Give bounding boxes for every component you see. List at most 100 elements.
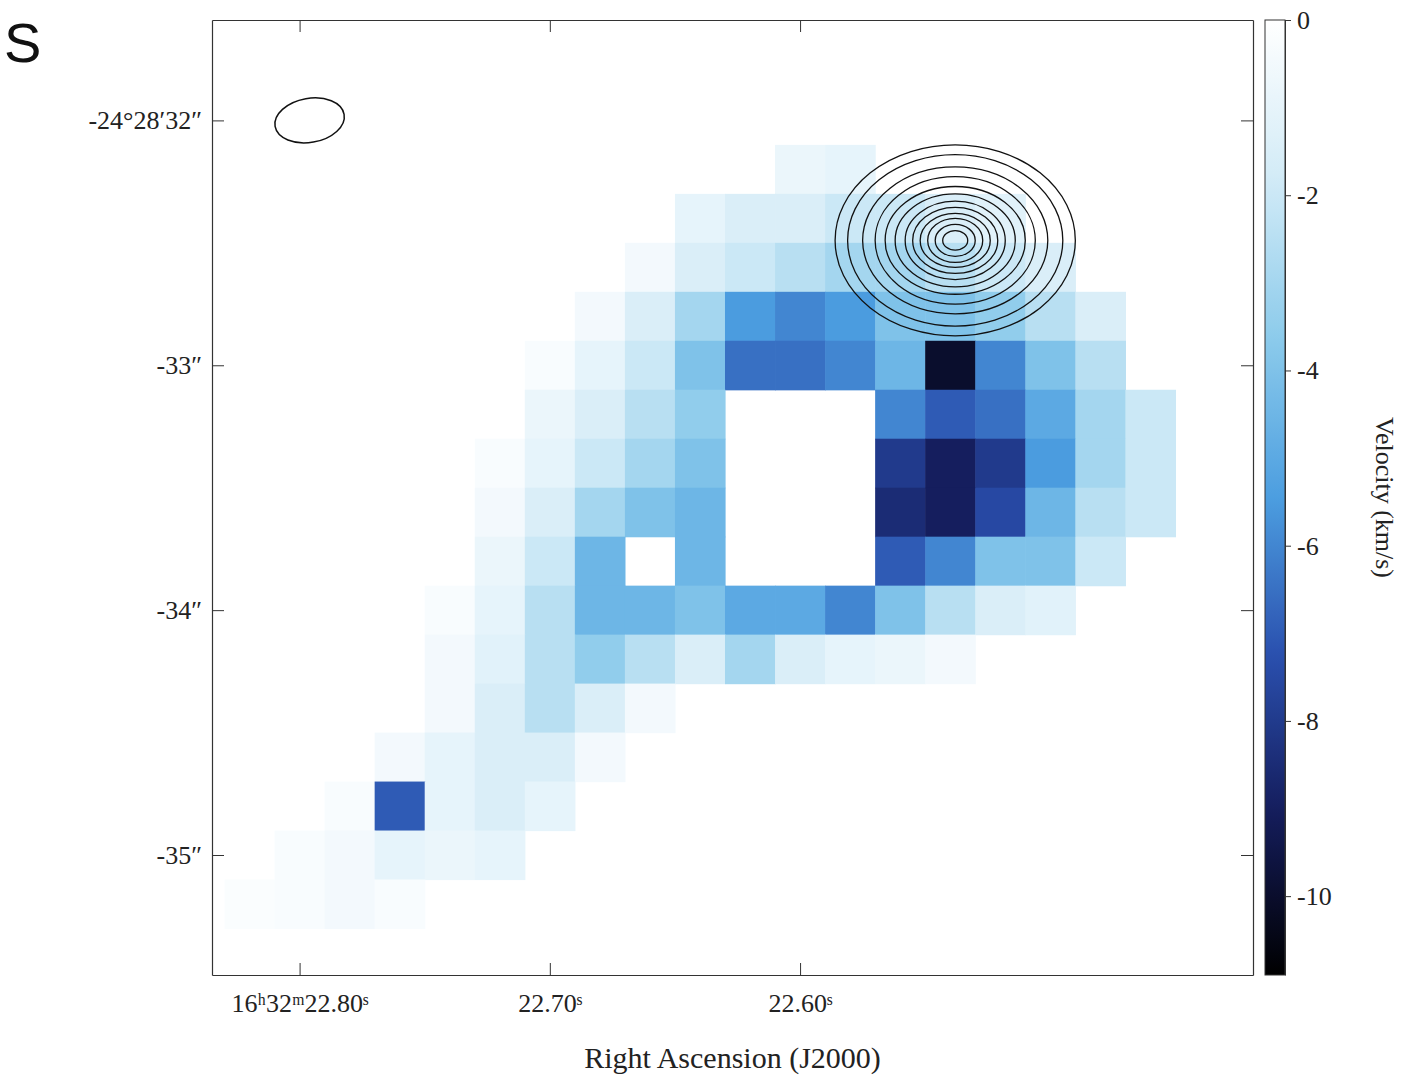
heat-cell xyxy=(525,390,576,440)
heat-cell xyxy=(875,488,926,538)
contour xyxy=(848,155,1063,326)
heat-cell xyxy=(1075,537,1126,587)
heat-cell xyxy=(925,537,976,587)
tick xyxy=(550,20,551,32)
heat-cell xyxy=(225,880,276,930)
heat-cell xyxy=(725,194,776,244)
heat-cell xyxy=(525,488,576,538)
heat-cell xyxy=(525,782,576,832)
heat-cell xyxy=(325,782,376,832)
heat-cell xyxy=(475,733,526,783)
heat-cell xyxy=(625,586,676,636)
axis-line xyxy=(1253,21,1254,976)
heat-cell xyxy=(625,488,676,538)
contour xyxy=(935,224,975,256)
title: S xyxy=(4,11,41,74)
heat-cell xyxy=(975,390,1026,440)
heat-cell xyxy=(1125,488,1176,538)
heat-cell xyxy=(875,439,926,489)
tick xyxy=(800,20,801,32)
tick-mark xyxy=(212,120,224,121)
heat-cell xyxy=(625,243,676,293)
heat-cell xyxy=(925,635,976,685)
heat-cell xyxy=(775,586,826,636)
tick: -8 xyxy=(1285,707,1319,736)
heat-cell xyxy=(525,684,576,734)
heat-cell xyxy=(425,684,476,734)
tick xyxy=(1241,365,1253,366)
heat-cell xyxy=(525,586,576,636)
heat-cell xyxy=(625,635,676,685)
contour xyxy=(895,194,1015,287)
heat-cell xyxy=(475,635,526,685)
tick-label: 16ʰ32ᵐ22.80ˢ xyxy=(232,989,370,1018)
tick: 22.70ˢ xyxy=(518,963,583,1018)
tick xyxy=(1241,855,1253,856)
heat-cell xyxy=(775,292,826,342)
contour xyxy=(920,213,990,267)
heat-cell xyxy=(875,635,926,685)
heat-cell xyxy=(925,488,976,538)
tick-mark xyxy=(212,610,224,611)
tick-mark xyxy=(1285,546,1291,547)
heat-cell xyxy=(925,341,976,391)
heat-cell xyxy=(825,586,876,636)
heat-cell xyxy=(575,439,626,489)
heat-cell xyxy=(475,537,526,587)
heat-cell xyxy=(425,831,476,881)
heat-cell xyxy=(1025,537,1076,587)
heat-cell xyxy=(675,586,726,636)
x-axis-top xyxy=(213,20,1254,32)
heat-cell xyxy=(575,292,626,342)
heat-cell xyxy=(1075,341,1126,391)
contour xyxy=(875,177,1035,304)
tick-mark xyxy=(550,963,551,975)
tick-mark xyxy=(1241,855,1253,856)
heat-cell xyxy=(725,635,776,685)
x-axis-title: Right Ascension (J2000) xyxy=(584,1041,881,1075)
heat-cell xyxy=(1025,243,1076,293)
heat-cell xyxy=(875,390,926,440)
tick-label: -24°28′32″ xyxy=(88,106,202,135)
heat-cell xyxy=(525,635,576,685)
tick-label: 22.70ˢ xyxy=(518,989,583,1018)
plot-area xyxy=(225,93,1177,929)
contour xyxy=(863,167,1048,314)
heat-cell xyxy=(375,831,426,881)
axis-line xyxy=(1285,21,1286,976)
tick-mark xyxy=(800,963,801,975)
contour xyxy=(943,231,968,251)
tick: -35″ xyxy=(157,841,225,870)
heat-cell xyxy=(675,537,726,587)
heat-cell xyxy=(425,635,476,685)
heat-cell xyxy=(1025,390,1076,440)
heat-cell xyxy=(625,390,676,440)
heat-cell xyxy=(425,782,476,832)
contour xyxy=(835,145,1075,336)
heat-cell xyxy=(1075,390,1126,440)
heat-cell xyxy=(775,635,826,685)
heat-cell xyxy=(625,439,676,489)
y-axis-right xyxy=(1241,21,1254,976)
beam xyxy=(271,93,348,149)
tick-mark xyxy=(1241,365,1253,366)
tick-mark xyxy=(1241,120,1253,121)
tick: -6 xyxy=(1285,532,1319,561)
tick-mark xyxy=(1285,195,1291,196)
heat-cell xyxy=(475,488,526,538)
heat-cell xyxy=(425,586,476,636)
heat-cell xyxy=(475,684,526,734)
heat-cell xyxy=(775,194,826,244)
tick-mark xyxy=(800,20,801,32)
heat-cell xyxy=(375,880,426,930)
tick-label: -4 xyxy=(1297,356,1319,385)
heat-cell xyxy=(625,341,676,391)
tick-label: -33″ xyxy=(157,351,203,380)
heat-cell xyxy=(975,341,1026,391)
heat-cell xyxy=(575,684,626,734)
tick: 0 xyxy=(1285,6,1310,35)
heat-cell xyxy=(575,537,626,587)
tick-mark xyxy=(550,20,551,32)
heat-cell xyxy=(325,880,376,930)
contour xyxy=(905,201,1005,279)
